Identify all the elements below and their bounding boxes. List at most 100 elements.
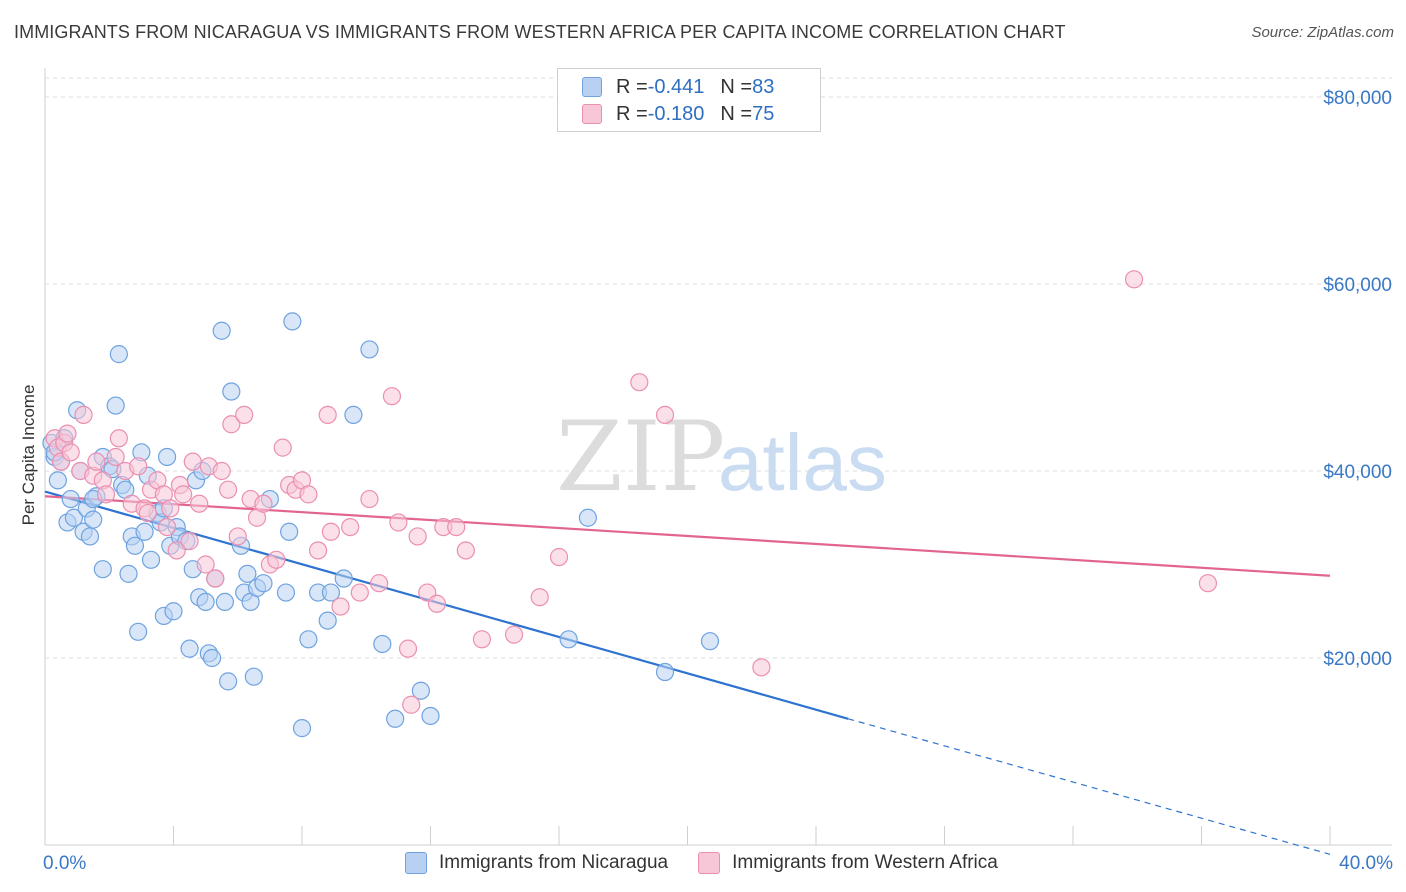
data-point — [530, 588, 549, 607]
legend-r-label: R = — [616, 75, 648, 98]
data-point — [1198, 574, 1218, 593]
legend-item-western-africa[interactable]: Immigrants from Western Africa — [698, 852, 998, 874]
data-point — [350, 583, 369, 602]
data-point — [125, 536, 145, 555]
data-point — [630, 373, 649, 392]
legend-n-value: 83 — [752, 75, 775, 98]
data-point — [119, 564, 138, 583]
legend-swatch-western-africa — [698, 852, 721, 874]
data-point — [129, 457, 148, 476]
data-point — [402, 695, 421, 714]
data-point — [700, 632, 720, 651]
data-point — [48, 471, 67, 490]
data-point — [386, 709, 405, 728]
axis-labels: $20,000 $40,000 $60,000 $80,000 0.0% 40.0% Per… — [19, 88, 1393, 874]
data-point — [283, 312, 302, 331]
data-point — [421, 706, 440, 726]
y-tick-label: $60,000 — [1323, 275, 1392, 296]
data-point — [341, 517, 360, 537]
chart-title: IMMIGRANTS FROM NICARAGUA VS IMMIGRANTS … — [14, 22, 1066, 42]
data-point — [427, 594, 447, 613]
data-point — [129, 622, 148, 641]
legend-label-western-africa: Immigrants from Western Africa — [732, 852, 998, 873]
data-point — [228, 527, 247, 546]
data-point — [106, 447, 125, 467]
series-nicaragua — [42, 312, 720, 738]
data-point — [254, 494, 273, 513]
watermark-atlas: atlas — [718, 418, 887, 507]
data-point — [308, 541, 328, 560]
data-point — [292, 719, 312, 738]
data-point — [752, 658, 771, 677]
data-point — [157, 447, 177, 467]
data-point — [456, 541, 475, 560]
data-point — [109, 429, 128, 448]
data-point — [559, 630, 578, 649]
data-point — [196, 555, 215, 574]
data-point — [196, 592, 215, 612]
data-point — [206, 569, 225, 588]
data-point — [273, 438, 292, 457]
legend-label-nicaragua: Immigrants from Nicaragua — [439, 852, 669, 873]
data-point — [87, 452, 106, 471]
data-point — [238, 564, 257, 583]
data-point — [280, 522, 299, 541]
data-point — [1124, 270, 1144, 289]
legend-n-value: 75 — [752, 102, 775, 125]
data-point — [244, 667, 263, 686]
data-point — [157, 517, 177, 537]
data-point — [183, 452, 202, 471]
data-point — [138, 503, 157, 523]
data-point — [382, 387, 402, 406]
x-tick-label-start: 0.0% — [43, 853, 86, 874]
source-label: Source: ZipAtlas.com — [1251, 24, 1394, 41]
data-point — [360, 340, 379, 359]
series-legend: Immigrants from Nicaragua Immigrants fro… — [405, 852, 1028, 874]
data-point — [299, 485, 318, 504]
data-point — [164, 602, 183, 621]
x-tick-label-end: 40.0% — [1339, 853, 1393, 874]
stats-legend: R = -0.441 N = 83 R = -0.180 N = 75 — [557, 68, 821, 132]
data-point — [276, 583, 296, 602]
series-western-africa — [45, 270, 1218, 714]
legend-row-western-africa: R = -0.180 N = 75 — [582, 101, 774, 127]
data-point — [80, 527, 100, 546]
data-point — [389, 513, 408, 532]
data-point — [161, 499, 180, 518]
data-point — [219, 672, 238, 691]
legend-row-nicaragua: R = -0.441 N = 83 — [582, 74, 774, 100]
data-point — [93, 560, 112, 579]
data-point — [215, 592, 234, 612]
trend-line-extension — [847, 718, 1331, 855]
y-tick-label: $20,000 — [1323, 649, 1392, 670]
data-point — [655, 662, 675, 682]
data-point — [549, 547, 569, 567]
legend-r-value: -0.441 — [647, 75, 705, 98]
data-point — [167, 541, 186, 560]
y-tick-label: $40,000 — [1323, 462, 1392, 483]
data-point — [96, 485, 116, 504]
data-point — [202, 648, 222, 668]
legend-r-label: R = — [616, 102, 648, 125]
data-point — [578, 508, 598, 527]
data-point — [235, 405, 254, 424]
y-axis-title: Per Capita Income — [19, 385, 38, 526]
legend-r-value: -0.180 — [647, 102, 705, 125]
data-point — [174, 485, 193, 504]
legend-swatch-western-africa — [582, 104, 602, 124]
data-point — [109, 345, 128, 364]
data-point — [212, 461, 231, 481]
data-point — [135, 522, 154, 541]
data-point — [180, 532, 199, 551]
data-point — [373, 634, 392, 654]
data-point — [212, 321, 231, 340]
legend-item-nicaragua[interactable]: Immigrants from Nicaragua — [405, 852, 668, 874]
data-point — [254, 574, 273, 593]
data-point — [334, 569, 353, 588]
data-point — [74, 405, 93, 424]
legend-swatch-nicaragua — [582, 77, 602, 97]
data-point — [190, 494, 209, 513]
data-point — [299, 630, 318, 649]
data-point — [106, 396, 125, 415]
